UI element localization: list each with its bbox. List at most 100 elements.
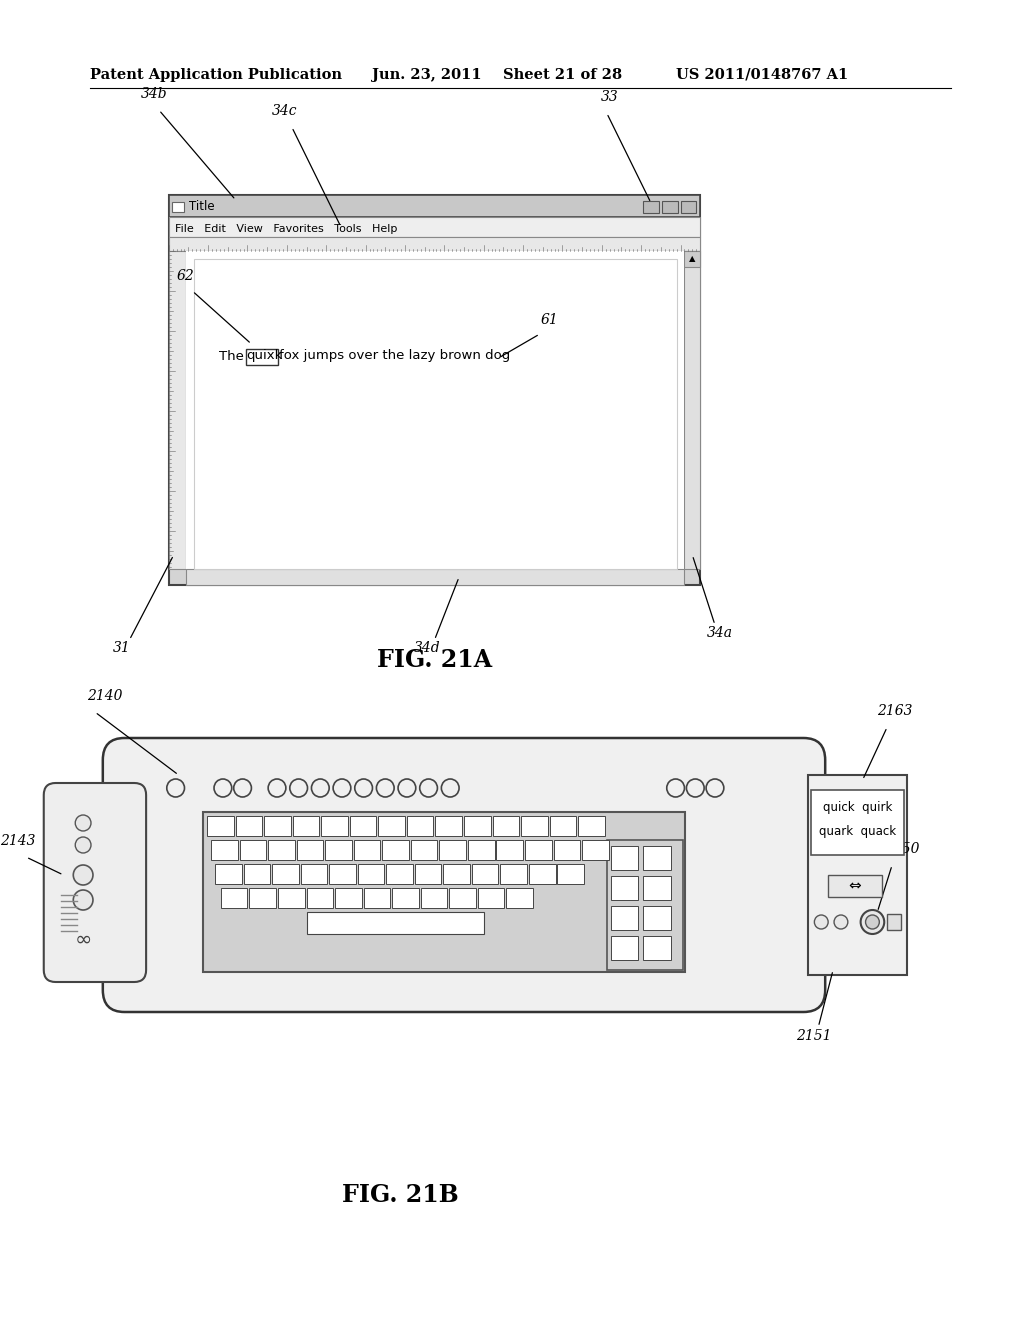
Circle shape [377, 779, 394, 797]
Bar [525, 840, 552, 861]
Bar [350, 816, 377, 836]
Bar [306, 912, 483, 935]
Circle shape [667, 779, 684, 797]
Bar [811, 789, 904, 855]
Bar [207, 816, 233, 836]
Circle shape [214, 779, 231, 797]
Bar [529, 865, 556, 884]
Text: The: The [219, 350, 248, 363]
Bar [353, 840, 380, 861]
Text: FIG. 21B: FIG. 21B [342, 1183, 459, 1206]
Bar [579, 816, 605, 836]
Bar [221, 888, 248, 908]
Circle shape [835, 915, 848, 929]
Text: Sheet 21 of 28: Sheet 21 of 28 [504, 69, 623, 82]
Bar [186, 569, 684, 585]
Text: Jun. 23, 2011: Jun. 23, 2011 [373, 69, 482, 82]
Text: quick  quirk: quick quirk [823, 801, 892, 814]
Bar [240, 840, 266, 861]
Text: US 2011/0148767 A1: US 2011/0148767 A1 [676, 69, 848, 82]
Bar [297, 840, 324, 861]
Bar [268, 840, 295, 861]
Text: ▲: ▲ [689, 255, 695, 264]
Circle shape [167, 779, 184, 797]
Circle shape [333, 779, 351, 797]
Text: 2163: 2163 [878, 704, 912, 718]
Bar [357, 865, 384, 884]
Circle shape [814, 915, 828, 929]
Bar [379, 816, 404, 836]
Text: 61: 61 [541, 313, 558, 327]
Bar [643, 876, 671, 900]
Circle shape [74, 890, 93, 909]
Circle shape [441, 779, 459, 797]
Text: 33: 33 [601, 90, 618, 104]
Circle shape [74, 865, 93, 884]
Text: 34c: 34c [272, 104, 298, 117]
Bar [329, 865, 355, 884]
Text: fox jumps over the lazy brown dog: fox jumps over the lazy brown dog [279, 350, 510, 363]
Bar [662, 201, 678, 213]
Bar [169, 251, 186, 569]
Text: 2143: 2143 [0, 834, 36, 847]
Circle shape [354, 779, 373, 797]
Bar [215, 865, 242, 884]
Bar [828, 875, 883, 898]
Bar [169, 195, 700, 585]
Bar [472, 865, 499, 884]
Circle shape [233, 779, 252, 797]
Bar [493, 816, 519, 836]
Bar [684, 251, 700, 267]
Bar [306, 888, 333, 908]
Text: File   Edit   View   Favorites   Tools   Help: File Edit View Favorites Tools Help [175, 224, 397, 234]
Circle shape [686, 779, 705, 797]
Bar [506, 888, 532, 908]
Text: FIG. 21A: FIG. 21A [377, 648, 493, 672]
Bar [610, 936, 638, 960]
Bar [450, 888, 476, 908]
Bar [610, 876, 638, 900]
Circle shape [707, 779, 724, 797]
Bar [435, 816, 462, 836]
Bar [169, 195, 700, 216]
Bar [244, 865, 270, 884]
Circle shape [268, 779, 286, 797]
Text: quark  quack: quark quack [819, 825, 896, 838]
Bar [211, 840, 238, 861]
Bar [335, 888, 361, 908]
Bar [322, 816, 348, 836]
Bar [582, 840, 608, 861]
Bar [684, 251, 700, 569]
Bar [610, 906, 638, 931]
Bar [236, 816, 262, 836]
Bar [301, 865, 328, 884]
Bar [326, 840, 352, 861]
Bar [887, 913, 901, 931]
Bar [443, 865, 470, 884]
Bar [272, 865, 299, 884]
Circle shape [860, 909, 885, 935]
Text: 62: 62 [176, 269, 195, 282]
Bar [169, 238, 700, 251]
FancyBboxPatch shape [44, 783, 146, 982]
Bar [172, 202, 184, 213]
Bar [557, 865, 584, 884]
Bar [246, 348, 278, 366]
Bar [392, 888, 419, 908]
FancyBboxPatch shape [102, 738, 825, 1012]
Bar [606, 840, 683, 970]
Bar [293, 816, 319, 836]
Circle shape [290, 779, 307, 797]
Circle shape [311, 779, 329, 797]
Circle shape [75, 814, 91, 832]
Bar [421, 888, 447, 908]
Bar [382, 840, 409, 861]
Bar [203, 812, 685, 972]
Text: ⇔: ⇔ [848, 879, 861, 894]
Text: Title: Title [189, 201, 215, 214]
Bar [364, 888, 390, 908]
Text: quixk: quixk [247, 350, 283, 363]
Bar [415, 865, 441, 884]
Bar [169, 216, 700, 238]
Bar [468, 840, 495, 861]
